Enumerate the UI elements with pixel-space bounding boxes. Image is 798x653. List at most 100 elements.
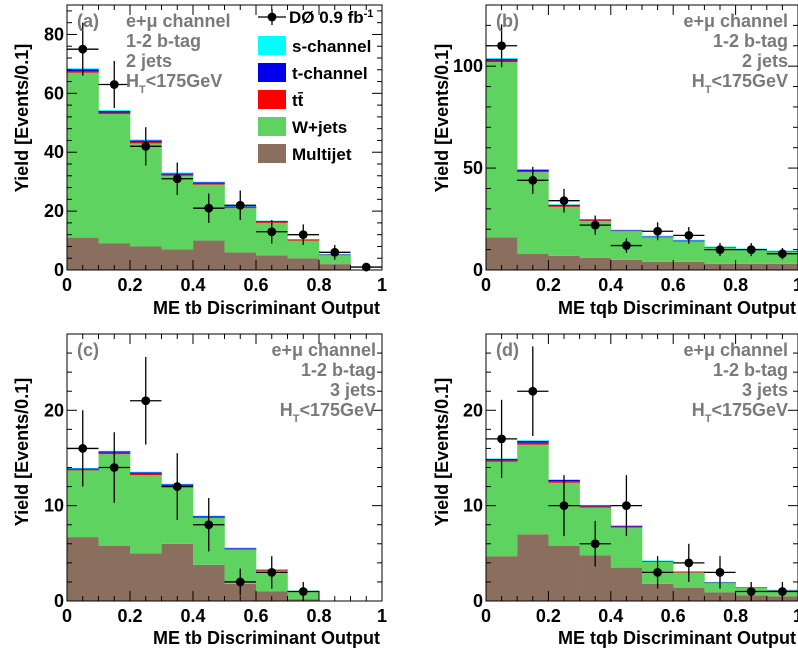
info-line-3: HT<175GeV xyxy=(126,71,222,96)
bar-w-jets-5 xyxy=(642,237,674,262)
data-point-3 xyxy=(590,539,600,549)
xtick-label: 0.4 xyxy=(180,606,205,626)
data-point-0 xyxy=(497,434,506,444)
bar-multijet-5 xyxy=(642,583,674,601)
ytick-label: 0 xyxy=(54,591,64,611)
bar-t-channel-5 xyxy=(224,547,257,549)
bar-multijet-0 xyxy=(67,237,99,270)
xtick-label: 0.8 xyxy=(723,606,748,626)
bar-multijet-3 xyxy=(161,249,194,270)
panel-b: 0 0.2 0.4 0.6 0.8 1 0 50 100 ME tqb Discriminant … xyxy=(432,4,798,318)
data-point-7 xyxy=(298,587,308,596)
ytick-label: 40 xyxy=(44,142,64,162)
bar-w-jets-7 xyxy=(287,240,320,259)
x-axis-label: ME tqb Discriminant Output xyxy=(558,298,796,318)
panel-tag: (a) xyxy=(77,11,99,31)
data-point-6 xyxy=(267,567,277,577)
x-axis-label: ME tb Discriminant Output xyxy=(153,298,380,318)
data-point-5 xyxy=(653,226,662,236)
info-line-1: 1-2 b-tag xyxy=(713,31,788,51)
panel-tag: (b) xyxy=(496,11,519,31)
xtick-label: 1 xyxy=(793,275,798,295)
bar-multijet-0 xyxy=(486,237,518,270)
bar-s-channel-1 xyxy=(517,440,549,441)
info-line-0: e+μ channel xyxy=(271,340,376,360)
data-point-1 xyxy=(109,463,119,472)
data-point-4 xyxy=(622,241,631,250)
xtick-label: 0.4 xyxy=(598,606,623,626)
legend-data-label: DØ 0.9 fb-1 xyxy=(289,8,373,27)
info-line-2: 2 jets xyxy=(126,51,172,71)
info-line-3: HT<175GeV xyxy=(280,400,376,425)
xtick-label: 1 xyxy=(793,606,798,626)
legend-multijet-swatch xyxy=(258,144,286,163)
xtick-label: 0 xyxy=(62,606,72,626)
bar-t-channel-1 xyxy=(98,111,131,113)
data-point-8 xyxy=(330,247,340,257)
ytick-label: 100 xyxy=(453,56,483,76)
data-point-2 xyxy=(141,396,151,406)
legend-ttbar-swatch xyxy=(258,90,286,109)
bar-multijet-4 xyxy=(610,567,643,601)
info-line-2: 3 jets xyxy=(330,380,376,400)
info-line-0: e+μ channel xyxy=(126,11,231,31)
xtick-label: 0.6 xyxy=(243,606,268,626)
xtick-label: 0.8 xyxy=(723,275,748,295)
bar-w-jets-2 xyxy=(130,475,162,554)
data-point-1 xyxy=(528,386,538,396)
bar-tt--4 xyxy=(193,183,225,185)
xtick-label: 0.8 xyxy=(306,275,331,295)
data-point-5 xyxy=(235,577,245,587)
bar-s-channel-2 xyxy=(130,471,162,473)
data-point-9 xyxy=(778,249,787,259)
bar-multijet-6 xyxy=(256,255,288,270)
bar-multijet-1 xyxy=(517,253,549,270)
data-point-7 xyxy=(298,230,308,240)
panel-tag: (d) xyxy=(496,340,519,360)
data-point-4 xyxy=(622,501,631,511)
data-point-3 xyxy=(590,220,600,230)
bar-s-channel-5 xyxy=(224,547,257,549)
ytick-label: 10 xyxy=(44,496,64,516)
data-point-0 xyxy=(78,44,88,54)
data-point-0 xyxy=(497,41,506,51)
ytick-label: 0 xyxy=(54,260,64,280)
bar-t-channel-4 xyxy=(610,230,643,231)
data-point-1 xyxy=(528,175,538,185)
bar-multijet-1 xyxy=(517,534,549,601)
bar-w-jets-1 xyxy=(98,113,131,244)
y-axis-label: Yield [Events/0.1] xyxy=(432,378,452,526)
bar-multijet-5 xyxy=(224,252,257,270)
bar-w-jets-0 xyxy=(67,72,99,238)
bar-tt--3 xyxy=(579,506,612,508)
xtick-label: 0.2 xyxy=(117,606,142,626)
bar-multijet-3 xyxy=(161,543,194,601)
data-point-2 xyxy=(559,196,569,206)
data-point-1 xyxy=(109,80,119,89)
xtick-label: 1 xyxy=(377,275,387,295)
bar-t-channel-3 xyxy=(579,505,612,507)
bar-multijet-1 xyxy=(98,545,131,601)
legend-s-channel-swatch xyxy=(258,36,286,55)
ytick-label: 10 xyxy=(463,496,483,516)
bar-tt--1 xyxy=(517,442,549,445)
ytick-label: 20 xyxy=(44,201,64,221)
y-axis-label: Yield [Events/0.1] xyxy=(12,378,32,526)
xtick-label: 0.6 xyxy=(243,275,268,295)
data-point-4 xyxy=(204,203,214,213)
legend-s-channel-label: s-channel xyxy=(292,37,371,56)
data-point-8 xyxy=(746,587,756,596)
data-point-5 xyxy=(653,567,662,577)
bar-w-jets-0 xyxy=(486,62,518,238)
bar-multijet-4 xyxy=(610,259,643,270)
ytick-label: 60 xyxy=(44,83,64,103)
data-point-3 xyxy=(172,482,182,491)
legend-ttbar-label: tt̄ xyxy=(292,91,304,110)
legend-t-channel-label: t-channel xyxy=(292,64,368,83)
data-point-7 xyxy=(715,245,725,255)
xtick-label: 0.2 xyxy=(536,606,561,626)
plot-area xyxy=(67,450,320,601)
